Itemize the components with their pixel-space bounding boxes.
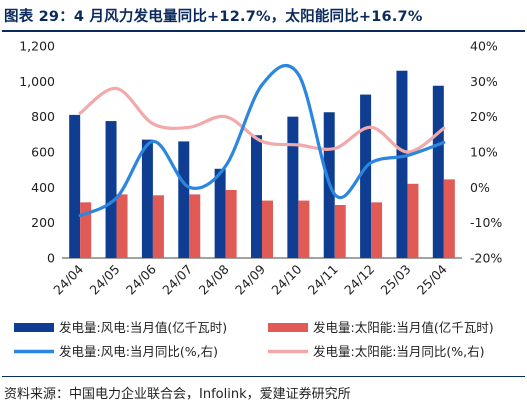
legend-label: 发电量:太阳能:当月值(亿千瓦时): [313, 320, 494, 335]
left-tick-label: 800: [31, 109, 55, 124]
left-tick-label: 0: [47, 251, 55, 266]
x-tick-label: 24/08: [196, 261, 232, 297]
right-axis: -20% -10% 0% 10% 20% 30% 40%: [470, 39, 502, 266]
legend-label: 发电量:太阳能:当月同比(%,右): [313, 344, 485, 359]
bar-solar: [80, 202, 92, 258]
bar-solar: [225, 189, 237, 258]
bar-solar: [116, 194, 128, 258]
legend-label: 发电量:风电:当月值(亿千瓦时): [59, 320, 227, 335]
x-tick-label: 24/05: [87, 262, 123, 298]
legend-swatch: [268, 323, 308, 332]
left-tick-label: 600: [31, 145, 55, 160]
legend: 发电量:风电:当月值(亿千瓦时) 发电量:太阳能:当月值(亿千瓦时) 发电量:风电:…: [14, 320, 494, 359]
x-tick-label: 24/11: [305, 262, 341, 298]
source-divider: [2, 376, 525, 377]
bar-wind: [105, 121, 117, 258]
bar-solar: [407, 183, 419, 258]
source-note: 资料来源：中国电力企业联合会，Infolink，爱建证券研究所: [4, 387, 351, 402]
bar-wind: [396, 70, 408, 258]
line-solar-yoy: [78, 86, 446, 154]
bar-wind: [251, 135, 262, 258]
combo-chart: 0 200 400 600 800 1,000 1,200 -20% -10% 0% 10% 20%…: [14, 39, 502, 359]
bar-solar: [262, 200, 273, 258]
bar-solar: [443, 179, 455, 258]
x-tick-label: 24/10: [268, 261, 304, 297]
x-tick-label: 25/04: [414, 261, 450, 297]
right-tick-label: -10%: [470, 215, 502, 230]
left-tick-label: 200: [31, 215, 55, 230]
left-tick-label: 1,200: [19, 39, 55, 54]
bar-wind: [141, 139, 153, 258]
right-tick-label: 0%: [470, 180, 490, 195]
x-axis-labels: 24/04 24/05 24/06 24/07 24/08 24/09 24/10 24/11…: [50, 261, 450, 297]
right-tick-label: -20%: [470, 251, 502, 266]
x-tick-label: 24/07: [159, 262, 195, 298]
bar-wind: [178, 141, 190, 258]
bar-solar: [334, 205, 346, 258]
line-wind-yoy: [78, 63, 446, 218]
bar-solar: [152, 195, 164, 258]
left-tick-label: 400: [31, 180, 55, 195]
bar-solar: [189, 194, 201, 258]
left-tick-label: 1,000: [19, 74, 55, 89]
right-tick-label: 30%: [470, 74, 498, 89]
x-tick-label: 25/03: [377, 262, 413, 298]
title-divider: [2, 30, 525, 32]
right-tick-label: 40%: [470, 39, 498, 54]
bar-wind: [69, 114, 81, 259]
x-tick-label: 24/09: [232, 261, 268, 297]
left-axis: 0 200 400 600 800 1,000 1,200: [19, 39, 55, 266]
bar-wind: [214, 168, 226, 258]
bar-wind: [360, 94, 372, 258]
legend-swatch: [14, 323, 54, 332]
bar-solar: [371, 202, 383, 258]
bar-wind: [432, 85, 444, 258]
x-tick-label: 24/06: [123, 261, 159, 297]
right-tick-label: 10%: [470, 145, 498, 160]
x-tick-label: 24/12: [341, 262, 377, 298]
line-series: [78, 63, 446, 218]
chart-title: 图表 29：4 月风力发电量同比+12.7%，太阳能同比+16.7%: [4, 9, 423, 25]
right-tick-label: 20%: [470, 109, 498, 124]
bar-solar: [298, 200, 310, 258]
legend-label: 发电量:风电:当月同比(%,右): [59, 344, 218, 359]
bar-wind: [287, 116, 299, 259]
x-tick-label: 24/04: [50, 261, 86, 297]
bar-series: [69, 70, 455, 259]
plot-area: 0 200 400 600 800 1,000 1,200 -20% -10% 0% 10% 20%…: [19, 39, 502, 298]
